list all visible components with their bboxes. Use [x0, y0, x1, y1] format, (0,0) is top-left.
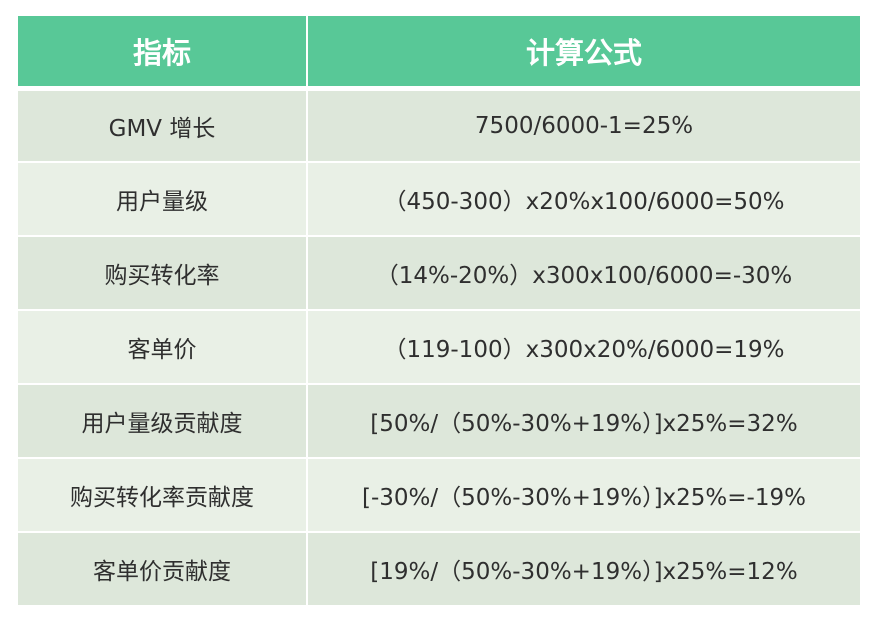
metrics-formula-table: 指标 计算公式 GMV 增长 7500/6000-1=25% 用户量级 （450… — [18, 16, 860, 605]
table-row: 用户量级 （450-300）x20%x100/6000=50% — [18, 161, 860, 235]
formula-cell: [19%/（50%-30%+19%）]x25%=12% — [308, 531, 860, 605]
header-metric: 指标 — [18, 16, 308, 86]
table-row: GMV 增长 7500/6000-1=25% — [18, 86, 860, 161]
table-row: 客单价 （119-100）x300x20%/6000=19% — [18, 309, 860, 383]
formula-cell: （450-300）x20%x100/6000=50% — [308, 161, 860, 235]
metric-cell: GMV 增长 — [18, 86, 308, 161]
formula-cell: [-30%/（50%-30%+19%）]x25%=-19% — [308, 457, 860, 531]
header-formula: 计算公式 — [308, 16, 860, 86]
formula-cell: （119-100）x300x20%/6000=19% — [308, 309, 860, 383]
metric-cell: 购买转化率 — [18, 235, 308, 309]
formula-cell: （14%-20%）x300x100/6000=-30% — [308, 235, 860, 309]
formula-cell: [50%/（50%-30%+19%）]x25%=32% — [308, 383, 860, 457]
metric-cell: 客单价贡献度 — [18, 531, 308, 605]
table-row: 购买转化率贡献度 [-30%/（50%-30%+19%）]x25%=-19% — [18, 457, 860, 531]
table-row: 购买转化率 （14%-20%）x300x100/6000=-30% — [18, 235, 860, 309]
metrics-table-container: 指标 计算公式 GMV 增长 7500/6000-1=25% 用户量级 （450… — [18, 16, 860, 605]
metric-cell: 购买转化率贡献度 — [18, 457, 308, 531]
table-row: 客单价贡献度 [19%/（50%-30%+19%）]x25%=12% — [18, 531, 860, 605]
metric-cell: 用户量级 — [18, 161, 308, 235]
table-header-row: 指标 计算公式 — [18, 16, 860, 86]
formula-cell: 7500/6000-1=25% — [308, 86, 860, 161]
metric-cell: 客单价 — [18, 309, 308, 383]
table-row: 用户量级贡献度 [50%/（50%-30%+19%）]x25%=32% — [18, 383, 860, 457]
metric-cell: 用户量级贡献度 — [18, 383, 308, 457]
